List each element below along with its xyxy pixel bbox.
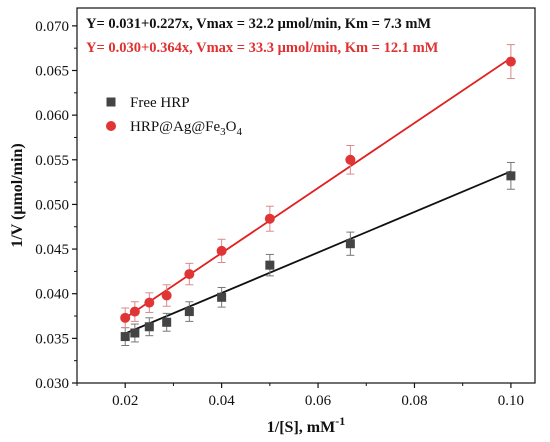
y-tick-label: 0.045 — [35, 242, 69, 258]
x-tick-label: 0.02 — [112, 393, 138, 409]
series-free-hrp — [120, 161, 516, 346]
legend-label-mid: O — [226, 119, 237, 135]
data-point — [345, 239, 355, 249]
x-tick-label: 0.08 — [401, 393, 427, 409]
x-axis-title-sup: -1 — [335, 414, 345, 428]
data-point — [184, 269, 195, 280]
x-tick-label: 0.10 — [498, 393, 524, 409]
legend-label-main: HRP@Ag@Fe — [130, 119, 220, 135]
fit-equation-hrp-ag-fe3o4: Y= 0.030+0.364x, Vmax = 33.3 μmol/min, K… — [86, 40, 439, 56]
data-point — [216, 245, 227, 256]
x-tick-label: 0.04 — [209, 393, 236, 409]
data-point — [120, 312, 131, 323]
axes: 0.030 0.035 0.040 0.045 0.050 0.055 0.060 0.065… — [35, 7, 536, 409]
plot-frame — [76, 7, 536, 384]
y-tick-label: 0.070 — [35, 19, 69, 35]
y-tick-label: 0.060 — [35, 108, 69, 124]
data-point — [161, 290, 172, 301]
data-point — [129, 306, 140, 317]
data-point — [345, 154, 356, 165]
legend-marker-hrp-ag-fe3o4 — [106, 121, 116, 131]
x-axis-title-main: 1/[S], mM — [267, 419, 335, 436]
legend-label-sub1: 3 — [220, 126, 226, 138]
data-point — [506, 171, 516, 181]
fit-line — [124, 170, 512, 335]
y-tick-label: 0.040 — [35, 287, 69, 303]
x-axis-title: 1/[S], mM-1 — [267, 414, 345, 436]
data-point — [144, 297, 155, 308]
data-point — [505, 56, 516, 67]
data-point — [265, 260, 275, 270]
data-point — [120, 332, 130, 342]
legend-label-free-hrp: Free HRP — [130, 95, 190, 111]
y-tick-label: 0.050 — [35, 197, 69, 213]
data-point — [217, 292, 227, 302]
legend: Free HRP HRP@Ag@Fe3O4 — [106, 95, 242, 138]
y-tick-label: 0.065 — [35, 64, 69, 80]
data-point — [130, 328, 140, 338]
y-tick-label: 0.035 — [35, 331, 69, 347]
series-hrp-ag-fe3o4 — [120, 44, 516, 329]
legend-marker-free-hrp — [106, 97, 116, 107]
data-point — [162, 317, 172, 327]
x-tick-label: 0.06 — [305, 393, 332, 409]
data-point — [144, 322, 154, 332]
data-point — [184, 307, 194, 317]
y-axis-title: 1/V (μmol/min) — [9, 143, 26, 247]
data-point — [264, 213, 275, 224]
y-tick-label: 0.030 — [35, 376, 69, 392]
legend-label-hrp-ag-fe3o4: HRP@Ag@Fe3O4 — [130, 119, 242, 138]
fit-equation-free-hrp: Y= 0.031+0.227x, Vmax = 32.2 μmol/min, K… — [86, 16, 431, 32]
legend-label-sub2: 4 — [236, 126, 242, 138]
plot-area — [120, 44, 516, 346]
y-tick-label: 0.055 — [35, 153, 69, 169]
